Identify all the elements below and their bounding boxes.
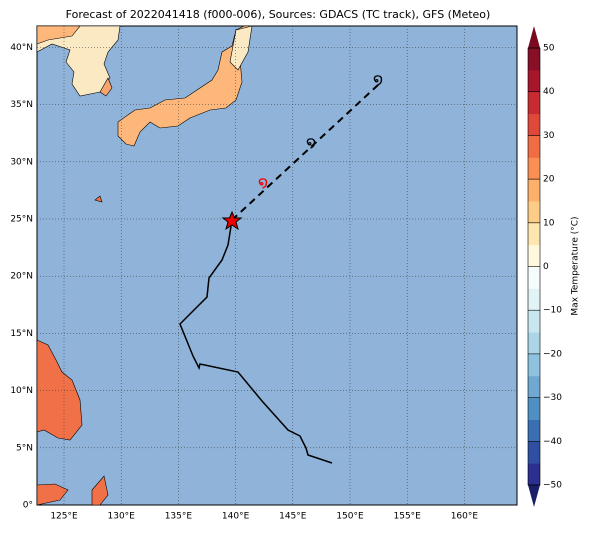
colorbar-bin	[528, 353, 540, 377]
colorbar-tick-label: −40	[543, 437, 562, 447]
lon-label: 140°E	[222, 512, 250, 522]
colorbar-bin	[528, 135, 540, 158]
colorbar-bin	[528, 244, 540, 267]
land	[36, 25, 253, 506]
lat-label: 20°N	[10, 272, 33, 282]
colorbar-bin	[528, 113, 540, 136]
colorbar-tick-label: −30	[543, 393, 562, 403]
colorbar-bin	[528, 332, 540, 355]
lat-label: 15°N	[10, 329, 33, 339]
colorbar-bin	[528, 397, 540, 420]
colorbar-bin	[528, 157, 540, 180]
lon-label: 155°E	[394, 512, 422, 522]
ocean	[36, 25, 518, 506]
lon-label: 150°E	[336, 512, 364, 522]
lon-label: 135°E	[165, 512, 193, 522]
map-title: Forecast of 2022041418 (f000-006), Sourc…	[66, 8, 491, 21]
colorbar-tick-label: −50	[543, 481, 562, 491]
cyclone-symbol: ໑	[306, 133, 316, 152]
lat-label: 5°N	[16, 443, 33, 453]
lon-label: 145°E	[279, 512, 307, 522]
cyclone-symbol: ໑	[258, 173, 268, 192]
colorbar-bin	[528, 419, 540, 442]
colorbar-tick-label: 50	[543, 44, 555, 54]
colorbar-tick-label: 20	[543, 175, 555, 185]
track-past	[179, 219, 333, 464]
lat-label: 40°N	[10, 43, 33, 53]
colorbar-bin	[528, 179, 540, 202]
colorbar-tick-label: 10	[543, 218, 555, 228]
colorbar	[527, 26, 541, 507]
colorbar-bin	[528, 375, 540, 399]
cyclone-symbol: ໑	[373, 70, 383, 89]
colorbar-bin	[528, 288, 540, 311]
lat-label: 35°N	[10, 100, 33, 110]
colorbar-bin	[528, 91, 540, 115]
track-forecast	[231, 84, 379, 221]
colorbar-extend	[528, 26, 540, 48]
lat-label: 25°N	[10, 215, 33, 225]
colorbar-bin	[528, 48, 540, 71]
colorbar-bin	[528, 222, 540, 246]
colorbar-bin	[528, 266, 540, 289]
lat-label: 30°N	[10, 157, 33, 167]
lon-label: 125°E	[50, 512, 78, 522]
colorbar-bin	[528, 463, 540, 486]
colorbar-extend	[528, 485, 540, 507]
lon-label: 160°E	[451, 512, 479, 522]
current-position	[221, 210, 243, 231]
colorbar-bin	[528, 441, 540, 464]
colorbar-label: Max Temperature (°C)	[571, 216, 581, 315]
colorbar-bin	[528, 200, 540, 224]
lat-label: 0°	[23, 501, 33, 511]
colorbar-tick-label: 30	[543, 131, 555, 141]
lon-label: 130°E	[108, 512, 136, 522]
colorbar-bin	[528, 69, 540, 93]
colorbar-tick-label: 0	[543, 262, 549, 272]
colorbar-tick-label: 40	[543, 87, 555, 97]
colorbar-tick-label: −20	[543, 349, 562, 359]
lat-label: 10°N	[10, 386, 33, 396]
colorbar-tick-label: −10	[543, 306, 562, 316]
colorbar-bin	[528, 310, 540, 333]
